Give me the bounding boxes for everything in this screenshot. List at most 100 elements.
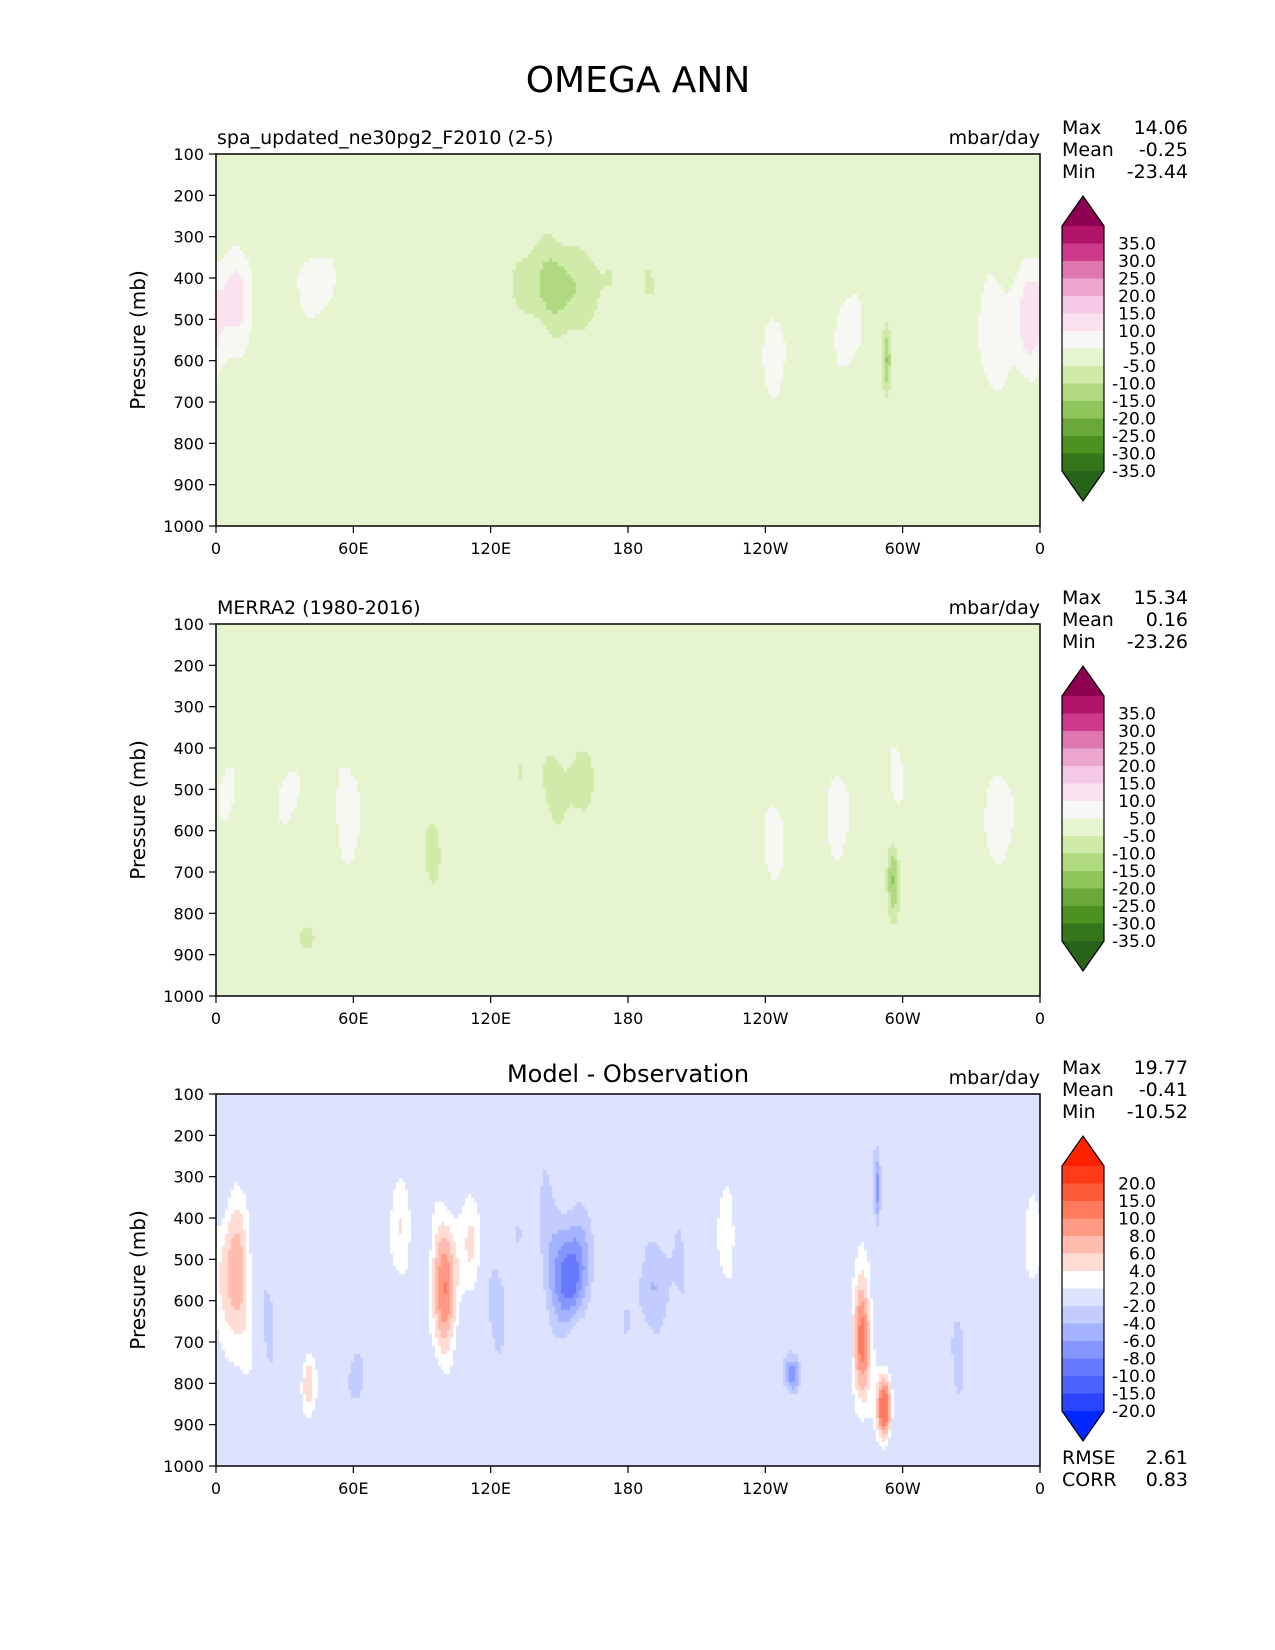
y-tick-label: 1000: [163, 1457, 204, 1476]
heatmap-field: [216, 154, 1040, 526]
colorbar-label: -35.0: [1112, 462, 1156, 482]
colorbar-label: 5.0: [1129, 340, 1156, 360]
colorbar-swatch: [1062, 436, 1104, 454]
colorbar-extend-top: [1062, 196, 1104, 226]
units-label: mbar/day: [949, 1067, 1040, 1089]
colorbar-label: 10.0: [1118, 322, 1156, 342]
x-tick-label: 180: [613, 1009, 644, 1028]
y-tick-label: 1000: [163, 517, 204, 536]
colorbar-swatch: [1062, 713, 1104, 732]
colorbar-swatch: [1062, 1253, 1104, 1272]
stat-mean-value: -0.41: [1139, 1079, 1188, 1101]
y-tick-label: 100: [173, 1085, 204, 1104]
y-axis-label: Pressure (mb): [126, 740, 150, 880]
x-tick-label: 0: [211, 1479, 221, 1498]
colorbar-label: -20.0: [1112, 410, 1156, 430]
y-tick-label: 900: [173, 1416, 204, 1435]
y-tick-label: 1000: [163, 987, 204, 1006]
colorbar-swatch: [1062, 1201, 1104, 1219]
stat-min-label: Min: [1062, 161, 1096, 183]
colorbar-extend-bottom: [1062, 1411, 1104, 1441]
colorbar-swatch: [1062, 871, 1104, 889]
y-tick-label: 300: [173, 228, 204, 247]
colorbar-label: 30.0: [1118, 722, 1156, 742]
stat-mean-value: 0.16: [1146, 609, 1188, 631]
y-tick-label: 600: [173, 822, 204, 841]
y-tick-label: 900: [173, 946, 204, 965]
colorbar-label: -25.0: [1112, 427, 1156, 447]
colorbar-swatch: [1062, 1271, 1104, 1289]
y-tick-label: 200: [173, 1126, 204, 1145]
colorbar-swatch: [1062, 1341, 1104, 1359]
panel-reference: MERRA2 (1980-2016) mbar/day Pressure (mb) 1…: [126, 587, 1188, 1028]
panel-difference: Model - Observation mbar/day Pressure (mb)…: [126, 1057, 1188, 1498]
panel-title: MERRA2 (1980-2016): [217, 597, 421, 619]
heatmap-field: [216, 624, 1040, 996]
colorbar-label: 5.0: [1129, 810, 1156, 830]
y-tick-label: 400: [173, 269, 204, 288]
colorbar: 20.015.010.08.06.04.02.0-2.0-4.0-6.0-8.0…: [1061, 1134, 1156, 1443]
colorbar-label: 20.0: [1118, 1175, 1156, 1195]
colorbar-label: 20.0: [1118, 287, 1156, 307]
colorbar-swatch: [1062, 923, 1104, 942]
colorbar-swatch: [1062, 818, 1104, 837]
colorbar: 35.030.025.020.015.010.05.0-5.0-10.0-15.…: [1061, 664, 1156, 973]
y-tick-label: 200: [173, 656, 204, 675]
colorbar-swatch: [1062, 296, 1104, 314]
colorbar-swatch: [1062, 766, 1104, 784]
stat-max-value: 19.77: [1134, 1057, 1188, 1079]
stat-min-value: -23.26: [1127, 631, 1188, 653]
colorbar-label: -8.0: [1123, 1350, 1156, 1370]
stat-max-label: Max: [1062, 117, 1101, 139]
y-tick-label: 900: [173, 476, 204, 495]
stat-rmse-label: RMSE: [1062, 1447, 1116, 1469]
colorbar-swatch: [1062, 1376, 1104, 1394]
colorbar: 35.030.025.020.015.010.05.0-5.0-10.0-15.…: [1061, 194, 1156, 503]
colorbar-label: 15.0: [1118, 775, 1156, 795]
x-tick-label: 0: [211, 539, 221, 558]
colorbar-outline: [1061, 1134, 1105, 1443]
x-tick-label: 60E: [338, 1479, 368, 1498]
colorbar-swatch: [1062, 278, 1104, 297]
colorbar-swatch: [1062, 313, 1104, 332]
stat-corr-value: 0.83: [1146, 1469, 1188, 1491]
colorbar-swatch: [1062, 906, 1104, 924]
colorbar-swatch: [1062, 1358, 1104, 1377]
figure-title: OMEGA ANN: [526, 60, 751, 101]
colorbar-label: -6.0: [1123, 1332, 1156, 1352]
colorbar-label: 10.0: [1118, 792, 1156, 812]
colorbar-label: 20.0: [1118, 757, 1156, 777]
stat-min-value: -23.44: [1127, 161, 1188, 183]
colorbar-label: -15.0: [1112, 392, 1156, 412]
stat-max-value: 15.34: [1134, 587, 1188, 609]
colorbar-outline: [1061, 194, 1105, 503]
colorbar-extend-top: [1062, 666, 1104, 696]
y-tick-label: 600: [173, 1292, 204, 1311]
stat-min-value: -10.52: [1127, 1101, 1188, 1123]
colorbar-swatch: [1062, 836, 1104, 854]
colorbar-swatch: [1062, 748, 1104, 767]
colorbar-label: -15.0: [1112, 1385, 1156, 1405]
colorbar-swatch: [1062, 366, 1104, 384]
colorbar-swatch: [1062, 696, 1104, 714]
x-tick-label: 0: [1035, 1009, 1045, 1028]
y-tick-label: 300: [173, 698, 204, 717]
colorbar-outline: [1061, 664, 1105, 973]
colorbar-swatch: [1062, 853, 1104, 872]
colorbar-label: 6.0: [1129, 1245, 1156, 1265]
x-tick-label: 60E: [338, 539, 368, 558]
colorbar-label: -5.0: [1123, 357, 1156, 377]
x-tick-label: 60E: [338, 1009, 368, 1028]
x-tick-label: 120E: [470, 539, 511, 558]
x-tick-label: 120E: [470, 1479, 511, 1498]
colorbar-label: 2.0: [1129, 1280, 1156, 1300]
colorbar-label: 25.0: [1118, 270, 1156, 290]
colorbar-label: 10.0: [1118, 1210, 1156, 1230]
x-tick-label: 0: [1035, 539, 1045, 558]
y-tick-label: 400: [173, 739, 204, 758]
stat-min-label: Min: [1062, 631, 1096, 653]
colorbar-label: 15.0: [1118, 1192, 1156, 1212]
units-label: mbar/day: [949, 597, 1040, 619]
panel-title: Model - Observation: [507, 1060, 749, 1088]
